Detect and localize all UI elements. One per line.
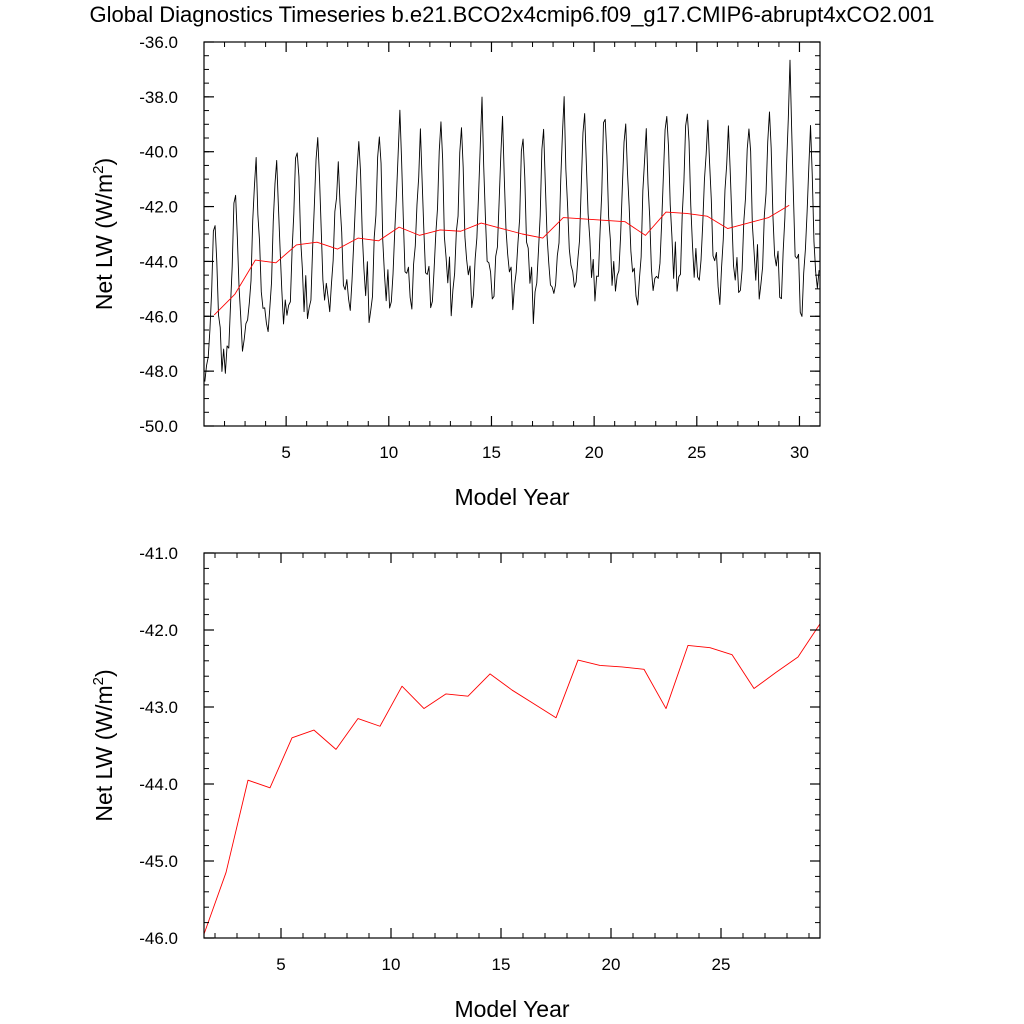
- y-axis-label-main: Net LW (W/m: [91, 685, 117, 821]
- x-tick-label: 30: [790, 443, 809, 462]
- bottom-panel: 5 10 15 20 25 -46.0 -45.0 -44.0 -43.0 -42.0 -41.0 M…: [90, 544, 821, 1022]
- y-axis-label-close: ): [91, 158, 117, 166]
- series-line-annual: [203, 623, 821, 935]
- y-tick-label: -50.0: [139, 417, 178, 436]
- series-line-monthly: [204, 59, 820, 382]
- x-tick-label: 15: [482, 443, 501, 462]
- y-tick-label: -38.0: [139, 88, 178, 107]
- y-axis-label-sup: 2: [90, 166, 107, 174]
- y-tick-label: -46.0: [139, 307, 178, 326]
- y-tick-label: -41.0: [139, 544, 178, 563]
- y-tick-label: -45.0: [139, 852, 178, 871]
- x-tick-label: 10: [379, 443, 398, 462]
- y-tick-label: -40.0: [139, 143, 178, 162]
- y-axis-label-sup: 2: [90, 677, 107, 685]
- top-panel: 5 10 15 20 25 30 -50.0 -48.0 -46.0 -44.0 -42.0 -40.…: [90, 33, 821, 510]
- x-tick-label: 10: [382, 955, 401, 974]
- x-tick-label: 15: [492, 955, 511, 974]
- y-tick-label: -42.0: [139, 198, 178, 217]
- y-tick-label: -44.0: [139, 775, 178, 794]
- y-tick-label: -44.0: [139, 252, 178, 271]
- y-axis-label-main: Net LW (W/m: [91, 174, 117, 310]
- x-tick-label: 20: [602, 955, 621, 974]
- x-axis-label: Model Year: [454, 996, 569, 1022]
- y-tick-label: -48.0: [139, 362, 178, 381]
- y-axis-label-close: ): [91, 669, 117, 677]
- x-tick-label: 5: [281, 443, 290, 462]
- y-axis-label: Net LW (W/m2): [90, 158, 117, 310]
- x-tick-label: 25: [712, 955, 731, 974]
- y-tick-label: -43.0: [139, 698, 178, 717]
- x-axis-label: Model Year: [454, 484, 569, 510]
- chart-title: Global Diagnostics Timeseries b.e21.BCO2…: [89, 2, 935, 27]
- y-tick-label: -42.0: [139, 621, 178, 640]
- x-tick-label: 5: [276, 955, 285, 974]
- plot-frame: [203, 552, 821, 939]
- y-tick-label: -46.0: [139, 929, 178, 948]
- x-tick-label: 20: [585, 443, 604, 462]
- plot-frame: [203, 41, 821, 427]
- y-axis-label: Net LW (W/m2): [90, 669, 117, 821]
- y-tick-label: -36.0: [139, 33, 178, 52]
- x-tick-label: 25: [687, 443, 706, 462]
- series-line-annual: [213, 204, 790, 316]
